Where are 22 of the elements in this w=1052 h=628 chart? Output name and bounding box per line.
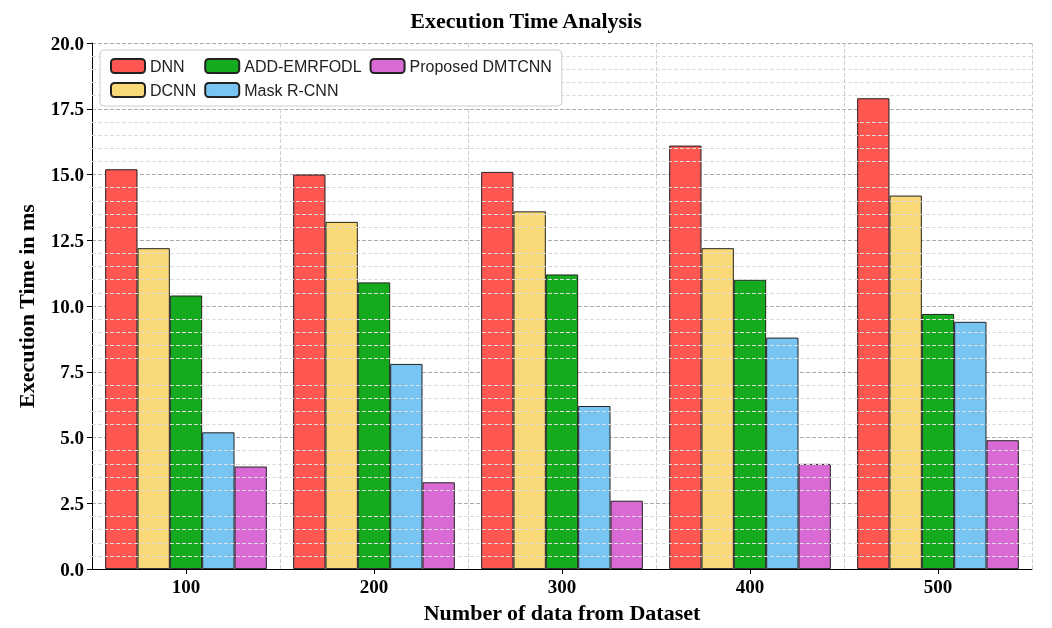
legend-label: Proposed DMTCNN	[409, 57, 552, 75]
y-tick-label: 17.5	[50, 98, 84, 120]
x-tick-label: 200	[359, 576, 389, 598]
x-tick-label: 500	[923, 576, 953, 598]
x-tick-label: 400	[735, 576, 765, 598]
y-tick-label: 12.5	[50, 229, 84, 251]
x-axis-title: Number of data from Dataset	[423, 599, 701, 625]
y-tick-label: 0.0	[60, 558, 84, 580]
legend-label: ADD-EMRFODL	[244, 57, 362, 75]
y-tick-label: 10.0	[50, 295, 84, 317]
y-tick-label: 15.0	[50, 164, 84, 186]
legend-label: Mask R-CNN	[244, 81, 339, 99]
y-tick-label: 20.0	[50, 32, 84, 54]
y-axis-title: Execution Time in ms	[13, 203, 39, 409]
y-tick-label: 2.5	[60, 492, 84, 514]
y-tick-label: 5.0	[60, 427, 84, 449]
x-tick-label: 100	[171, 576, 201, 598]
x-tick-label: 300	[547, 576, 577, 598]
y-tick-label: 7.5	[60, 361, 84, 383]
legend-label: DNN	[150, 57, 185, 75]
chart-title: Execution Time Analysis	[410, 7, 643, 33]
legend-label: DCNN	[150, 81, 197, 99]
